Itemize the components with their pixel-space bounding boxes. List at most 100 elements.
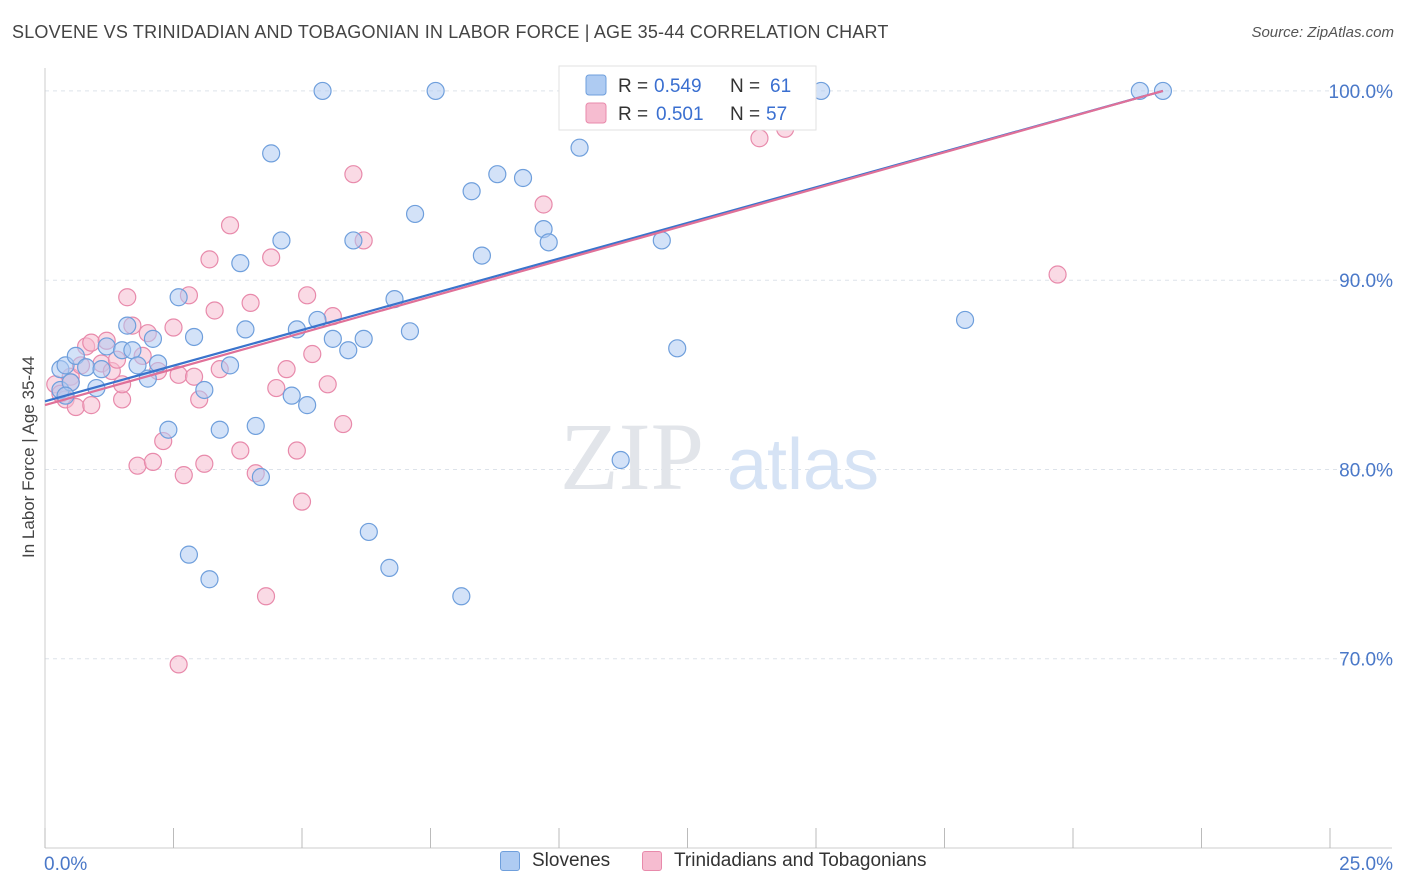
slovene-point xyxy=(354,329,373,348)
trinidadian-point xyxy=(334,414,353,434)
stats-n-label-trinidadians: N = xyxy=(730,104,760,125)
trinidadian-point xyxy=(534,195,553,214)
slovene-point xyxy=(92,360,111,379)
slovene-point xyxy=(426,81,445,101)
watermark: ZIP atlas xyxy=(560,403,879,510)
legend-swatch-slovenes xyxy=(500,851,520,871)
series-legend: Slovenes Trinidadians and Tobagonians xyxy=(0,850,1406,878)
slovene-point xyxy=(513,168,533,188)
slovene-point xyxy=(231,254,250,273)
x-tick-label-max: 25.0% xyxy=(1339,854,1393,875)
trinidadian-point xyxy=(750,129,769,148)
trinidadian-point xyxy=(82,333,101,352)
trinidadian-point xyxy=(287,441,306,460)
slovene-point xyxy=(246,416,265,436)
legend-swatch-trinidadians xyxy=(642,851,662,871)
legend-item-slovenes: Slovenes xyxy=(500,850,610,872)
y-tick-label: 90.0% xyxy=(1339,271,1393,292)
stats-r-value-slovenes: 0.549 xyxy=(654,76,702,97)
slovene-point xyxy=(344,231,363,250)
trinidadian-point xyxy=(241,293,260,313)
trinidadian-point xyxy=(112,390,132,409)
stats-n-value-trinidadians: 57 xyxy=(766,104,787,125)
trend-lines xyxy=(44,89,1164,407)
trinidadian-point xyxy=(344,165,363,184)
slovene-point xyxy=(359,522,378,542)
trinidadian-point xyxy=(262,248,281,267)
slovene-point xyxy=(184,327,204,347)
slovene-point xyxy=(955,310,975,330)
stats-swatch-trinidadians xyxy=(585,102,607,124)
stats-r-value-trinidadians: 0.501 xyxy=(656,104,704,125)
stats-r-label-trinidadians: R = xyxy=(618,104,648,125)
slovene-point xyxy=(77,358,96,377)
trinidadian-point xyxy=(303,344,322,364)
trinidadian-point xyxy=(128,456,147,475)
trinidadian-point xyxy=(298,286,317,305)
legend-label-slovenes: Slovenes xyxy=(532,850,611,871)
y-tick-label: 80.0% xyxy=(1339,460,1393,481)
slovene-point xyxy=(159,420,178,439)
slovene-point xyxy=(298,396,317,415)
slovene-point xyxy=(210,420,229,439)
axes xyxy=(44,68,1392,849)
trinidadian-trend-line xyxy=(44,89,1164,407)
slovene-point xyxy=(195,380,214,400)
trinidadian-point xyxy=(256,587,276,606)
trinidadian-point xyxy=(231,441,250,460)
slovene-point xyxy=(313,81,332,101)
slovene-point xyxy=(668,339,687,358)
trinidadian-point xyxy=(292,492,312,511)
trinidadian-point xyxy=(82,396,101,415)
slovene-point xyxy=(123,341,142,360)
stats-swatch-slovenes xyxy=(585,74,607,96)
slovene-point xyxy=(323,329,342,348)
x-tick-label-min: 0.0% xyxy=(44,854,87,875)
y-tick-label: 70.0% xyxy=(1339,650,1393,671)
chart-source: Source: ZipAtlas.com xyxy=(1251,24,1394,41)
slovene-point xyxy=(570,138,589,157)
slovene-point xyxy=(236,320,255,339)
trinidadian-point xyxy=(318,375,337,394)
y-tick-labels: 70.0% 80.0% 90.0% 100.0% xyxy=(1329,82,1394,671)
slovene-point xyxy=(380,558,399,577)
trinidadian-point xyxy=(220,216,240,235)
trinidadian-point xyxy=(174,466,193,485)
stats-n-value-slovenes: 61 xyxy=(770,76,791,97)
slovene-point xyxy=(452,587,471,606)
slovene-point xyxy=(462,182,481,201)
grid-lines xyxy=(45,90,1392,660)
x-tick-labels: 0.0% 25.0% xyxy=(44,854,1393,875)
trinidadian-point xyxy=(164,318,183,337)
watermark-atlas: atlas xyxy=(727,425,879,505)
slovene-point xyxy=(251,467,270,487)
slovene-point xyxy=(118,316,137,335)
slovene-point xyxy=(220,356,240,375)
legend-item-trinidadians: Trinidadians and Tobagonians xyxy=(642,850,926,872)
trinidadian-point xyxy=(195,454,214,473)
slovene-point xyxy=(200,570,219,589)
y-tick-label: 100.0% xyxy=(1329,82,1394,103)
watermark-zip: ZIP xyxy=(560,403,704,510)
slovene-point xyxy=(282,386,301,405)
slovene-point xyxy=(169,288,188,307)
stats-legend: R = 0.549 N = 61 R = 0.501 N = 57 xyxy=(558,65,817,131)
legend-label-trinidadians: Trinidadians and Tobagonians xyxy=(674,850,927,871)
chart-title: SLOVENE VS TRINIDADIAN AND TOBAGONIAN IN… xyxy=(12,22,889,42)
y-axis-label: In Labor Force | Age 35-44 xyxy=(19,356,38,558)
stats-r-label-slovenes: R = xyxy=(618,76,648,97)
slovene-point xyxy=(143,329,163,348)
trinidadian-point xyxy=(267,378,286,398)
slovene-point xyxy=(339,341,358,360)
slovene-point xyxy=(97,337,116,356)
trinidadian-point xyxy=(118,288,137,307)
slovene-point xyxy=(539,233,558,252)
slovene-point xyxy=(400,322,420,341)
slovene-point xyxy=(66,346,85,366)
trinidadian-point xyxy=(200,250,219,269)
slovene-point xyxy=(611,450,630,470)
trinidadian-point xyxy=(143,452,163,471)
slovene-point xyxy=(405,204,425,224)
trinidadian-point xyxy=(169,655,188,674)
